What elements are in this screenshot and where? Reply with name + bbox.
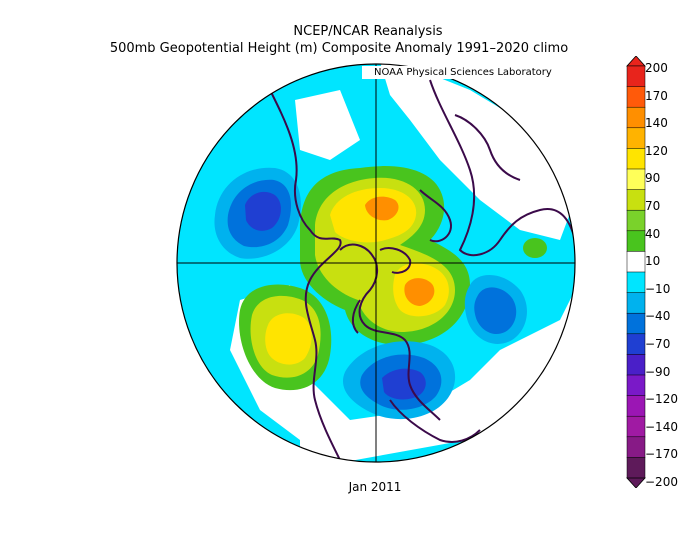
colorbar-label: 40 [645,226,661,241]
negative-america-core [382,368,426,400]
colorbar-swatch [626,230,646,252]
colorbar-swatch [626,354,646,376]
colorbar-label: 70 [645,199,661,213]
colorbar-swatch [626,374,646,397]
colorbar-swatch [626,127,646,149]
colorbar-label: −40 [645,309,671,324]
colorbar-swatch [626,189,646,211]
negative-siberia-core [245,191,281,231]
colorbar [626,56,646,488]
colorbar-swatch [626,168,646,191]
colorbar-label: −140 [645,419,678,434]
positive-pacific-core [265,313,312,365]
negative-atlantic-core [474,287,517,335]
colorbar-label: −200 [645,475,678,489]
coastlines [269,79,575,461]
colorbar-label: 200 [645,61,668,75]
colorbar-label: 120 [645,143,668,158]
neutral-south [230,280,575,462]
period-label: Jan 2011 [348,480,402,494]
colorbar-swatch [626,333,646,355]
colorbar-bottom-cap [626,477,646,488]
colorbar-label: −120 [645,392,678,407]
colorbar-label: −70 [645,337,671,351]
credit-label: NOAA Physical Sciences Laboratory [362,66,584,79]
colorbar-swatch [626,457,646,479]
colorbar-swatch [626,292,646,314]
colorbar-swatch [626,148,646,170]
colorbar-swatch [626,271,646,294]
neutral-north-west [295,90,360,160]
colorbar-top-cap [626,56,646,67]
colorbar-swatch [626,209,646,232]
title-line-2: 500mb Geopotential Height (m) Composite … [109,41,569,56]
colorbar-label: 170 [645,88,668,103]
positive-europe [523,238,547,258]
positive-arctic-core [404,278,435,306]
colorbar-label: 140 [645,116,668,131]
colorbar-label: −10 [645,281,671,296]
colorbar-swatch [626,65,646,88]
colorbar-swatch [626,436,646,458]
title-line-1: NCEP/NCAR Reanalysis [293,24,443,39]
colorbar-swatch [626,86,646,108]
map-boundary [176,63,576,463]
colorbar-label: 10 [645,254,661,269]
colorbar-swatch [626,251,646,273]
colorbar-swatch [626,415,646,438]
anomaly-field [177,64,575,462]
colorbar-swatch [626,106,646,129]
colorbar-label: −90 [645,364,671,379]
colorbar-label: −170 [645,447,678,462]
colorbar-label: 90 [645,171,661,186]
positive-greenland-core [365,196,399,221]
neutral-north-east [380,64,575,240]
colorbar-swatch [626,395,646,417]
colorbar-swatch [626,312,646,335]
